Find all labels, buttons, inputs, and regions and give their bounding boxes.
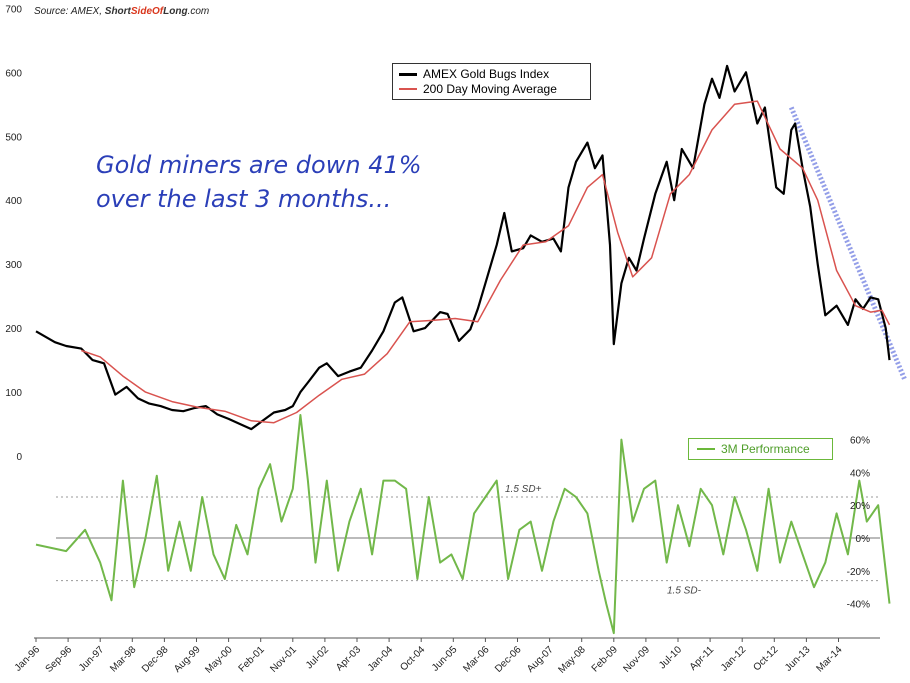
x-tick-label: Feb-09 <box>590 644 620 674</box>
x-tick-label: Jun-97 <box>77 644 107 674</box>
y2-tick-label: 60% <box>850 436 870 447</box>
y2-tick-label: 0% <box>856 534 871 545</box>
brand-part-sideof: SideOf <box>130 6 164 17</box>
x-tick-label: Nov-01 <box>268 644 299 675</box>
headline-line-1: Gold miners are down 41% <box>96 151 422 179</box>
x-tick-label: Dec-06 <box>493 644 524 675</box>
x-tick-label: Dec-98 <box>140 644 171 675</box>
legend-swatch-performance <box>697 448 715 450</box>
legend-label-performance: 3M Performance <box>721 442 810 456</box>
y-tick-label: 0 <box>16 452 22 463</box>
x-tick-label: Apr-11 <box>688 644 717 673</box>
x-tick-label: Mar-14 <box>814 644 844 674</box>
x-tick-label: Oct-04 <box>398 644 427 673</box>
x-tick-label: Sep-96 <box>44 644 75 675</box>
index-legend: AMEX Gold Bugs Index 200 Day Moving Aver… <box>392 63 591 100</box>
y-tick-label: 400 <box>5 196 22 207</box>
x-tick-label: Mar-98 <box>108 644 138 674</box>
brand-part-long: Long <box>163 6 188 17</box>
x-tick-label: Jan-12 <box>719 644 749 674</box>
x-tick-label: Jun-13 <box>783 644 813 674</box>
x-axis: Jan-96 Sep-96 Jun-97 Mar-98 Dec-98 Aug-99 May-… <box>13 637 880 676</box>
x-tick-label: Mar-06 <box>461 644 491 674</box>
y-tick-label: 200 <box>5 324 22 335</box>
x-tick-label: Aug-07 <box>525 644 556 675</box>
brand-part-short: Short <box>104 6 131 17</box>
performance-reference-lines: 1.5 SD+ 1.5 SD- <box>56 484 880 597</box>
x-tick-label: May-00 <box>203 644 235 676</box>
x-tick-label: Jun-05 <box>430 644 460 674</box>
x-tick-label: Apr-03 <box>334 644 363 673</box>
y-tick-label: 600 <box>5 68 22 79</box>
right-y-axis: 60% 40% 20% 0% -20% -40% <box>847 436 870 611</box>
y2-tick-label: 20% <box>850 501 870 512</box>
legend-entry-gold-bugs: AMEX Gold Bugs Index <box>399 66 549 82</box>
x-tick-label: May-08 <box>556 644 588 676</box>
legend-label-gold-bugs: AMEX Gold Bugs Index <box>423 67 550 81</box>
legend-entry-ma200: 200 Day Moving Average <box>399 81 557 97</box>
source-prefix: Source: AMEX, <box>34 6 105 17</box>
x-tick-label: Feb-01 <box>237 644 267 674</box>
sd-label: 1.5 SD+ <box>505 484 542 495</box>
x-tick-label: Nov-09 <box>621 644 652 675</box>
x-tick-label: Jan-96 <box>13 644 43 674</box>
y-tick-label: 500 <box>5 132 22 143</box>
legend-label-ma200: 200 Day Moving Average <box>423 82 557 96</box>
y-tick-label: 300 <box>5 260 22 271</box>
performance-line <box>35 414 891 635</box>
source-suffix: .com <box>187 6 210 17</box>
headline-line-2: over the last 3 months... <box>96 185 392 213</box>
performance-legend: 3M Performance <box>688 438 833 460</box>
x-tick-label: Aug-99 <box>172 644 203 675</box>
y-tick-label: 700 <box>5 4 22 15</box>
y2-tick-label: -40% <box>847 600 870 611</box>
x-tick-label: Jan-04 <box>366 644 396 674</box>
legend-swatch-ma200 <box>399 88 417 90</box>
x-tick-label: Jul-02 <box>304 644 331 671</box>
y-tick-label: 100 <box>5 388 22 399</box>
moving-average-line <box>81 100 891 424</box>
legend-swatch-gold-bugs <box>399 72 417 76</box>
performance-series <box>35 414 891 635</box>
gold-bugs-index-line <box>35 64 891 431</box>
left-y-axis: 0 100 200 300 400 500 600 700 <box>5 4 22 463</box>
headline-annotation: Gold miners are down 41% over the last 3… <box>96 148 422 216</box>
sd-label: 1.5 SD- <box>667 586 702 597</box>
x-tick-label: Oct-12 <box>751 644 780 673</box>
y2-tick-label: -20% <box>847 567 870 578</box>
x-tick-label: Jul-10 <box>657 644 684 671</box>
source-caption: Source: AMEX, ShortSideOfLong.com <box>34 6 209 17</box>
index-series-group <box>35 64 907 431</box>
y2-tick-label: 40% <box>850 468 870 479</box>
